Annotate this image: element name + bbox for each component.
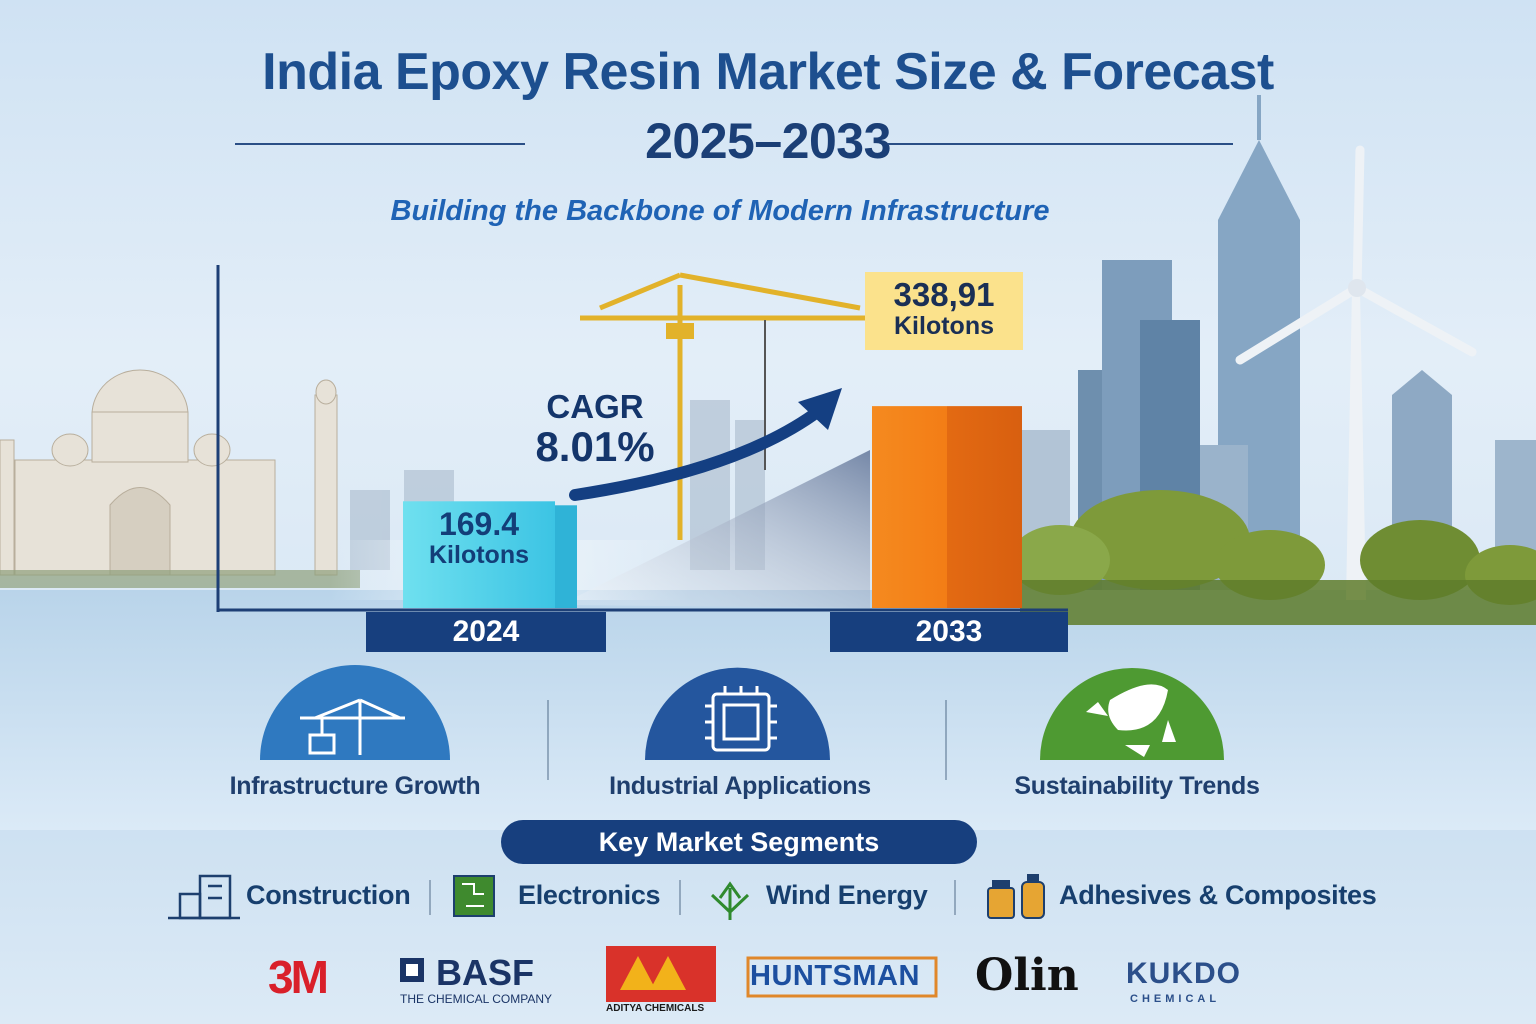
cagr-label: CAGR: [546, 388, 644, 425]
wind-turbine-illustration: [1235, 145, 1477, 600]
chart-axis: [216, 265, 1068, 612]
recycle-leaf-icon: [1086, 684, 1176, 757]
logo-3m: 3M: [268, 951, 329, 1003]
logo-olin: Olin: [975, 950, 1079, 1001]
segment-wind-energy: Wind Energy: [766, 880, 928, 910]
cagr-value: 8.01%: [535, 422, 655, 470]
bar-2033-value: 338,91: [893, 276, 995, 313]
bar-2024-unit: Kilotons: [429, 540, 529, 569]
driver-infrastructure-growth: Infrastructure Growth: [229, 772, 481, 800]
forecast-period: 2025–2033: [645, 113, 891, 169]
key-market-segments-title: Key Market Segments: [501, 820, 977, 864]
cagr-annotation: CAGR 8.01%: [520, 388, 670, 470]
bar-2024: [403, 501, 555, 608]
logo-basf: BASF: [436, 952, 534, 993]
segment-electronics: Electronics: [518, 880, 661, 910]
taj-mahal-illustration: [0, 369, 338, 576]
bar-2024-value: 169.4: [438, 506, 520, 542]
building-icon: [168, 874, 240, 920]
title-rule-left: [235, 143, 525, 145]
growth-wedge: [560, 450, 870, 608]
segment-construction: Construction: [246, 880, 411, 910]
bar-2033-unit: Kilotons: [894, 311, 994, 340]
title-rule-right: [888, 143, 1233, 145]
driver-industrial-applications: Industrial Applications: [609, 772, 871, 800]
logo-basf-tagline: THE CHEMICAL COMPANY: [400, 992, 553, 1006]
logo-kukdo-tagline: CHEMICAL: [1130, 993, 1221, 1005]
crane-icon: [300, 698, 405, 755]
circuit-board-icon: [453, 875, 495, 917]
aditya-chemicals-logo: [606, 946, 716, 1002]
bar-2024-value-label: 169.4 Kilotons: [403, 506, 555, 569]
segment-adhesives-composites: Adhesives & Composites: [1059, 880, 1377, 910]
x-tick-2033: 2033: [830, 612, 1068, 652]
sustainability-trends-badge: [1040, 668, 1224, 760]
chip-icon: [705, 686, 777, 752]
subtitle: Building the Backbone of Modern Infrastr…: [390, 195, 1050, 227]
page-title: India Epoxy Resin Market Size & Forecast: [262, 43, 1274, 101]
industrial-applications-badge: [645, 667, 830, 760]
logo-huntsman: HUNTSMAN: [750, 960, 920, 992]
bar-2033: [872, 406, 1022, 608]
huntsman-logo-border: [746, 956, 938, 998]
x-tick-2024: 2024: [366, 612, 606, 652]
infrastructure-growth-badge: [260, 665, 450, 760]
bar-2024-shadow: [555, 505, 577, 608]
logo-kukdo: KUKDO: [1126, 957, 1241, 990]
logo-aditya-chemicals: ADITYA CHEMICALS: [606, 1003, 705, 1014]
bottles-icon: [987, 874, 1045, 919]
driver-sustainability-trends: Sustainability Trends: [1014, 772, 1260, 800]
bar-2033-value-label: 338,91 Kilotons: [865, 272, 1023, 350]
arrows-up-icon: [710, 881, 750, 920]
cagr-arrow: [569, 388, 842, 501]
basf-logo-mark: [400, 958, 424, 982]
